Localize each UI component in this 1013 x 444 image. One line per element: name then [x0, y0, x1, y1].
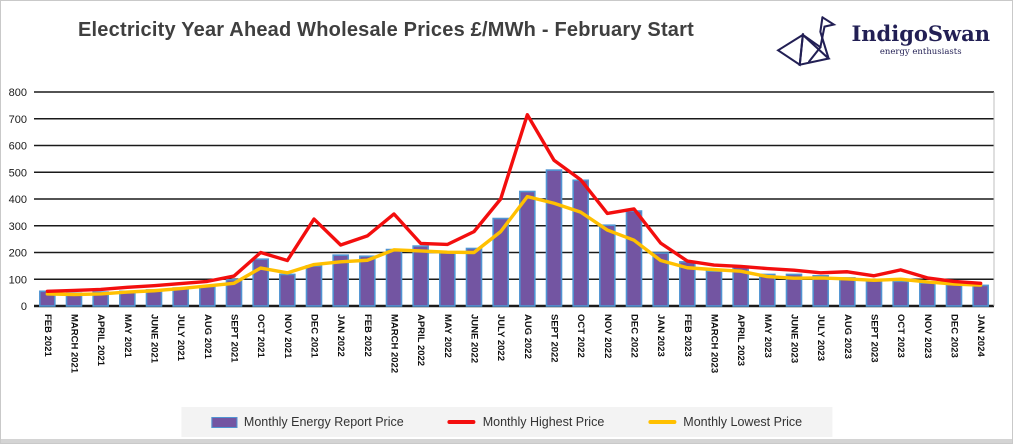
x-tick-label: SEPT 2023 [868, 314, 879, 363]
x-tick-label: APRIL 2022 [415, 314, 426, 366]
y-tick-label: 100 [9, 274, 27, 286]
bar [545, 169, 563, 307]
x-tick-label: MARCH 2022 [388, 314, 399, 373]
bar [332, 254, 349, 307]
bar [705, 270, 723, 307]
y-tick-label: 700 [9, 114, 27, 126]
x-tick-label: JULY 2021 [175, 314, 186, 362]
x-tick-label: JAN 2022 [335, 314, 346, 357]
chart-legend: Monthly Energy Report Price Monthly High… [180, 407, 833, 437]
bar [252, 258, 269, 307]
window-edge [1, 439, 1012, 443]
red-line-swatch-icon [447, 420, 476, 424]
bar [625, 210, 643, 307]
x-tick-label: OCT 2022 [575, 314, 586, 358]
x-tick-label: MAY 2022 [442, 314, 453, 358]
x-tick-label: MAY 2023 [762, 314, 773, 358]
x-tick-label: OCT 2023 [895, 314, 906, 358]
logo-text: IndigoSwan energy enthusiasts [851, 21, 990, 57]
bar [439, 251, 456, 307]
y-tick-label: 0 [21, 301, 27, 313]
yellow-line-swatch-icon [648, 420, 677, 424]
x-axis-labels: FEB 2021 MARCH 2021 APRIL 2021 MAY 2021 JUNE… [42, 314, 986, 374]
bar [519, 190, 536, 307]
x-tick-label: AUG 2023 [842, 314, 853, 359]
x-tick-label: MAY 2021 [122, 314, 133, 359]
x-tick-label: SEPT 2021 [228, 314, 239, 363]
bar [359, 255, 376, 307]
bar [759, 273, 776, 307]
logo-tagline: energy enthusiasts [879, 46, 962, 57]
bar [279, 273, 296, 307]
x-tick-label: DEC 2023 [948, 314, 959, 358]
x-tick-label: JUNE 2023 [788, 314, 799, 363]
x-tick-label: NOV 2023 [922, 314, 933, 358]
highest-price-line [45, 113, 983, 293]
bar [572, 179, 589, 307]
y-tick-label: 200 [9, 248, 27, 260]
bar [225, 278, 243, 307]
legend-item-lowest-price: Monthly Lowest Price [648, 415, 802, 429]
chart-title: Electricity Year Ahead Wholesale Prices … [78, 19, 694, 41]
y-tick-label: 600 [9, 141, 27, 153]
bar [305, 265, 323, 307]
legend-item-report-price: Monthly Energy Report Price [210, 415, 404, 429]
x-tick-label: NOV 2021 [282, 314, 293, 359]
x-tick-label: APRIL 2021 [95, 314, 106, 367]
x-tick-label: JAN 2023 [655, 314, 666, 357]
y-tick-label: 500 [9, 167, 27, 179]
bar [865, 279, 883, 307]
indigoswan-logo: IndigoSwan energy enthusiasts [775, 11, 990, 69]
bar [465, 247, 483, 307]
y-tick-label: 800 [9, 87, 27, 99]
legend-label: Monthly Energy Report Price [243, 415, 404, 429]
legend-label: Monthly Lowest Price [683, 415, 803, 429]
bar [385, 248, 403, 307]
bar-swatch-icon [210, 416, 237, 428]
bar [412, 245, 429, 307]
gridlines [34, 91, 994, 308]
chart-canvas: 0 100 200 300 400 500 600 700 800 FEB 2021 MARCH 2… [9, 87, 995, 374]
bar [919, 282, 936, 307]
bar [785, 273, 803, 307]
x-tick-label: AUG 2022 [522, 314, 533, 359]
legend-label: Monthly Highest Price [482, 415, 605, 429]
x-tick-label: NOV 2022 [602, 314, 613, 358]
bar [492, 217, 509, 307]
origami-swan-icon [776, 16, 837, 67]
bar [812, 274, 829, 307]
x-tick-label: OCT 2021 [255, 314, 266, 359]
bar [199, 285, 216, 307]
bars [39, 169, 989, 307]
x-tick-label: SEPT 2022 [548, 314, 559, 363]
y-axis-labels: 0 100 200 300 400 500 600 700 800 [9, 87, 27, 313]
x-tick-label: AUG 2021 [202, 314, 213, 360]
bar [972, 284, 989, 307]
x-tick-label: FEB 2022 [362, 314, 373, 357]
x-tick-label: JULY 2023 [815, 314, 826, 361]
x-tick-label: DEC 2022 [628, 314, 639, 358]
x-tick-label: FEB 2023 [682, 314, 693, 357]
x-tick-label: MARCH 2021 [68, 314, 79, 374]
lowest-price-line [45, 194, 983, 297]
logo-name: IndigoSwan [851, 21, 990, 47]
bar [172, 287, 189, 307]
x-tick-label: DEC 2021 [308, 314, 319, 359]
bar [945, 283, 963, 307]
x-tick-label: JUNE 2021 [148, 314, 159, 364]
x-tick-label: JUNE 2022 [468, 314, 479, 363]
x-tick-label: JAN 2024 [975, 314, 986, 357]
bar [839, 277, 856, 307]
bar [599, 224, 616, 307]
legend-item-highest-price: Monthly Highest Price [447, 415, 605, 429]
y-tick-label: 300 [9, 221, 27, 233]
x-tick-label: FEB 2021 [42, 314, 53, 357]
bar [652, 252, 669, 307]
y-tick-label: 400 [9, 194, 27, 206]
bar [892, 280, 909, 307]
x-tick-label: JULY 2022 [495, 314, 506, 361]
x-tick-label: MARCH 2023 [708, 314, 719, 373]
x-tick-label: APRIL 2023 [735, 314, 746, 366]
